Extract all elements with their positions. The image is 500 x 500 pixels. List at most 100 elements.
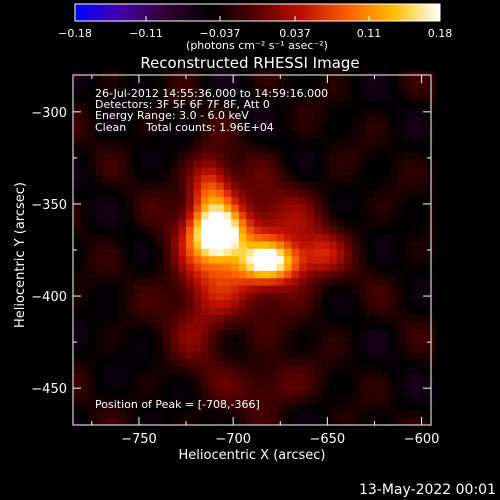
heatmap-cell: [246, 358, 255, 367]
heatmap-cell: [238, 270, 247, 279]
heatmap-cell: [163, 189, 172, 198]
heatmap-cell: [397, 159, 406, 168]
heatmap-cell: [351, 270, 360, 279]
heatmap-cell: [110, 137, 119, 146]
heatmap-cell: [125, 366, 134, 375]
heatmap-cell: [133, 321, 142, 330]
heatmap-cell: [261, 152, 270, 161]
heatmap-cell: [389, 395, 398, 404]
heatmap-cell: [374, 248, 383, 257]
heatmap-cell: [231, 285, 240, 293]
heatmap-cell: [103, 307, 112, 316]
heatmap-cell: [208, 314, 217, 323]
heatmap-cell: [110, 321, 119, 330]
heatmap-cell: [231, 108, 240, 117]
heatmap-cell: [170, 189, 180, 198]
heatmap-cell: [140, 174, 149, 183]
heatmap-cell: [163, 402, 172, 411]
heatmap-cell: [253, 78, 263, 87]
heatmap-cell: [321, 255, 330, 264]
heatmap-cell: [284, 380, 293, 389]
heatmap-cell: [133, 181, 142, 190]
heatmap-cell: [412, 145, 421, 153]
heatmap-cell: [73, 343, 82, 352]
heatmap-cell: [359, 402, 368, 411]
heatmap-cell: [291, 137, 300, 146]
heatmap-cell: [155, 100, 165, 109]
heatmap-cell: [404, 292, 413, 301]
heatmap-cell: [291, 240, 300, 249]
heatmap-cell: [291, 299, 300, 308]
heatmap-cell: [125, 93, 134, 102]
heatmap-cell: [110, 358, 119, 367]
heatmap-cell: [125, 255, 134, 264]
heatmap-cell: [80, 351, 89, 360]
heatmap-cell: [314, 196, 323, 205]
plot-title: Reconstructed RHESSI Image: [140, 54, 359, 72]
heatmap-cell: [238, 373, 247, 382]
heatmap-cell: [80, 336, 89, 345]
heatmap-cell: [216, 285, 225, 293]
heatmap-cell: [404, 380, 413, 389]
heatmap-cell: [299, 388, 308, 397]
heatmap-cell: [291, 115, 300, 124]
heatmap-cell: [186, 100, 195, 109]
heatmap-cell: [344, 93, 353, 102]
heatmap-cell: [276, 373, 285, 382]
heatmap-cell: [351, 299, 360, 308]
heatmap-cell: [336, 336, 345, 345]
heatmap-cell: [246, 417, 255, 426]
heatmap-cell: [366, 130, 376, 139]
heatmap-cell: [223, 255, 232, 264]
heatmap-cell: [216, 299, 225, 308]
heatmap-cell: [140, 203, 149, 212]
heatmap-cell: [382, 270, 391, 279]
heatmap-cell: [404, 211, 413, 220]
heatmap-cell: [88, 152, 97, 161]
heatmap-cell: [110, 115, 119, 124]
colorbar-units: (photons cm⁻² s⁻¹ asec⁻²): [186, 39, 328, 52]
heatmap-cell: [238, 329, 247, 338]
heatmap-cell: [133, 336, 142, 345]
heatmap-cell: [397, 218, 406, 227]
heatmap-cell: [186, 402, 195, 411]
heatmap-cell: [95, 167, 104, 176]
heatmap-cell: [125, 321, 134, 330]
heatmap-cell: [201, 270, 210, 279]
heatmap-cell: [291, 108, 300, 117]
heatmap-cell: [110, 292, 119, 301]
heatmap-cell: [118, 351, 127, 360]
heatmap-cell: [223, 174, 232, 183]
heatmap-cell: [397, 270, 406, 279]
heatmap-cell: [103, 358, 112, 367]
heatmap-cell: [216, 380, 225, 389]
heatmap-cell: [321, 100, 330, 109]
heatmap-cell: [193, 329, 202, 338]
heatmap-cell: [155, 351, 165, 360]
heatmap-cell: [110, 255, 119, 264]
heatmap-cell: [186, 417, 195, 426]
heatmap-cell: [276, 100, 285, 109]
heatmap-cell: [389, 336, 398, 345]
heatmap-cell: [374, 240, 383, 249]
heatmap-cell: [299, 373, 308, 382]
heatmap-cell: [201, 277, 210, 286]
heatmap-cell: [73, 321, 82, 330]
heatmap-cell: [216, 137, 225, 146]
heatmap-cell: [389, 373, 398, 382]
heatmap-cell: [216, 395, 225, 404]
heatmap-cell: [208, 93, 217, 102]
heatmap-cell: [148, 86, 157, 95]
energy-range-label: Energy Range: 3.0 - 6.0 keV: [95, 109, 249, 122]
heatmap-cell: [412, 395, 421, 404]
heatmap-cell: [216, 130, 225, 139]
heatmap-cell: [193, 262, 202, 271]
heatmap-cell: [208, 351, 217, 360]
heatmap-cell: [359, 115, 368, 124]
heatmap-cell: [276, 181, 285, 190]
heatmap-cell: [73, 351, 82, 360]
heatmap-cell: [284, 270, 293, 279]
heatmap-cell: [178, 122, 187, 131]
heatmap-cell: [321, 174, 330, 183]
heatmap-cell: [291, 262, 300, 271]
